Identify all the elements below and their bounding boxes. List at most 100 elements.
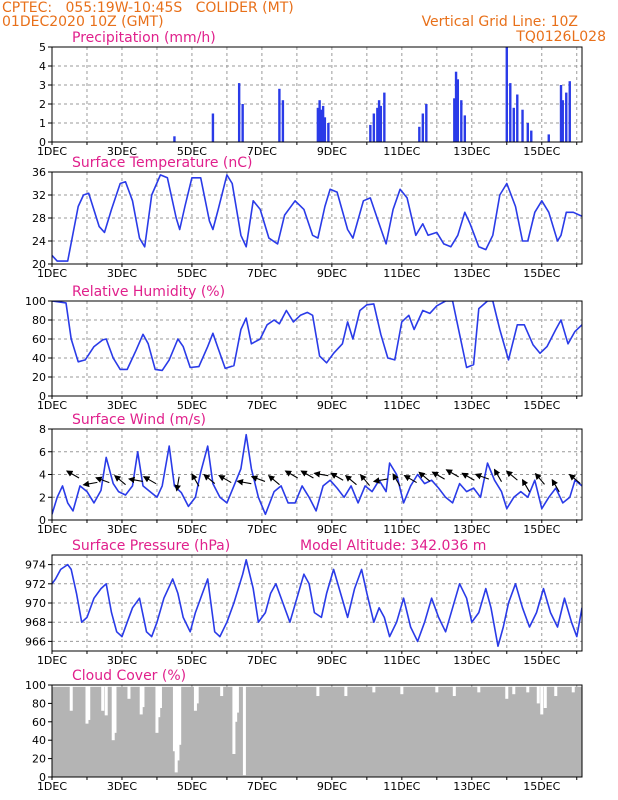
wind-arrow (474, 473, 490, 480)
wind-arrow (392, 473, 401, 487)
wind-arrow (461, 472, 475, 481)
panel-title: Surface Pressure (hPa) (72, 538, 230, 554)
precip-bar (547, 134, 550, 142)
y-tick-label: 36 (32, 166, 46, 179)
x-tick-label: 9DEC (317, 145, 347, 158)
y-tick-label: 970 (25, 597, 46, 610)
panel-plot-area (52, 555, 582, 651)
y-tick-label: 0 (39, 514, 46, 527)
precip-bar (454, 71, 458, 142)
series-line (52, 433, 582, 516)
x-tick-label: 5DEC (177, 523, 207, 536)
wind-arrow (95, 476, 110, 484)
wind-arrow (403, 474, 417, 484)
wind-arrow (431, 471, 445, 480)
x-tick-label: 11DEC (383, 399, 420, 412)
x-tick-label: 13DEC (453, 267, 490, 280)
x-tick-label: 9DEC (317, 399, 347, 412)
wind-arrow (568, 473, 581, 484)
cloud-gap (543, 685, 547, 708)
wind-arrow (521, 478, 531, 493)
precip-bar (568, 81, 571, 142)
x-tick-label: 15DEC (523, 654, 560, 667)
precip-bar (509, 83, 512, 142)
y-tick-label: 0 (39, 136, 46, 149)
x-tick-label: 3DEC (107, 780, 137, 793)
cloud-gap (193, 685, 197, 711)
precip-bar (318, 100, 321, 142)
panel-frame (51, 684, 583, 778)
x-tick-label: 7DEC (247, 145, 277, 158)
x-tick-label: 7DEC (247, 780, 277, 793)
panel-5: 966 968 970 972 974 1DEC 3DEC 5DEC 7DEC 9DEC 11DEC… (25, 538, 583, 667)
y-tick-label: 0 (39, 390, 46, 403)
cloud-gap (157, 685, 161, 718)
x-tick-label: 7DEC (247, 399, 277, 412)
y-tick-label: 2 (39, 491, 46, 504)
x-tick-label: 11DEC (383, 267, 420, 280)
wind-arrow (551, 478, 560, 493)
panel-frame (51, 46, 583, 143)
x-tick-label: 1DEC (37, 523, 67, 536)
y-tick-label: 24 (32, 235, 46, 248)
cloud-gap (155, 685, 159, 733)
x-tick-label: 5DEC (177, 780, 207, 793)
y-tick-label: 2 (39, 98, 46, 111)
cloud-gap (113, 685, 117, 733)
panel-frame (51, 300, 583, 397)
y-tick-label: 100 (25, 295, 46, 308)
cloud-gap (234, 685, 238, 722)
precip-bar (323, 117, 327, 142)
header-model-id: TQ0126L028 (516, 29, 606, 45)
wind-arrow (418, 471, 431, 482)
y-tick-label: 80 (32, 697, 46, 710)
precip-bar (211, 113, 215, 142)
precip-bar (561, 100, 564, 142)
x-tick-label: 7DEC (247, 654, 277, 667)
cloud-gap (540, 685, 544, 715)
wind-arrow (330, 472, 344, 481)
panel-title: Precipitation (mm/h) (72, 30, 216, 46)
y-tick-label: 966 (25, 635, 46, 648)
precip-bar (377, 100, 381, 142)
y-tick-label: 80 (32, 314, 46, 327)
precip-bar (278, 88, 281, 142)
panel-plot-area (52, 685, 582, 777)
y-tick-label: 20 (32, 753, 46, 766)
cloud-gap (536, 685, 540, 704)
cloud-gap (220, 685, 224, 697)
precip-bar (320, 109, 323, 142)
wind-arrow (174, 476, 181, 492)
panel-title: Relative Humidity (%) (72, 284, 225, 300)
cloud-gap (127, 685, 131, 699)
header-date: 01DEC2020 10Z (GMT) (2, 14, 164, 30)
cloud-gap (104, 685, 108, 716)
precip-bar (418, 126, 421, 142)
wind-arrow (372, 477, 388, 484)
wind-arrow (65, 470, 80, 479)
x-tick-label: 1DEC (37, 145, 67, 158)
y-tick-label: 40 (32, 352, 46, 365)
x-tick-label: 13DEC (453, 780, 490, 793)
x-tick-label: 3DEC (107, 523, 137, 536)
wind-arrow (267, 474, 280, 486)
series-line (52, 301, 582, 372)
x-tick-label: 3DEC (107, 399, 137, 412)
panel-plot-area (52, 47, 582, 142)
precip-bar (512, 107, 515, 142)
y-tick-label: 3 (39, 79, 46, 92)
x-tick-label: 9DEC (317, 267, 347, 280)
cloud-gap (111, 685, 115, 741)
x-tick-label: 1DEC (37, 654, 67, 667)
cloud-gap (69, 685, 73, 711)
cloud-gap (141, 685, 145, 708)
cloud-gap (235, 685, 239, 713)
cloud-gap (101, 685, 105, 711)
wind-arrow (142, 476, 157, 485)
y-tick-label: 968 (25, 616, 46, 629)
y-tick-label: 974 (25, 559, 46, 572)
wind-arrow (203, 473, 216, 484)
y-tick-label: 60 (32, 333, 46, 346)
x-tick-label: 5DEC (177, 399, 207, 412)
x-tick-label: 11DEC (383, 145, 420, 158)
